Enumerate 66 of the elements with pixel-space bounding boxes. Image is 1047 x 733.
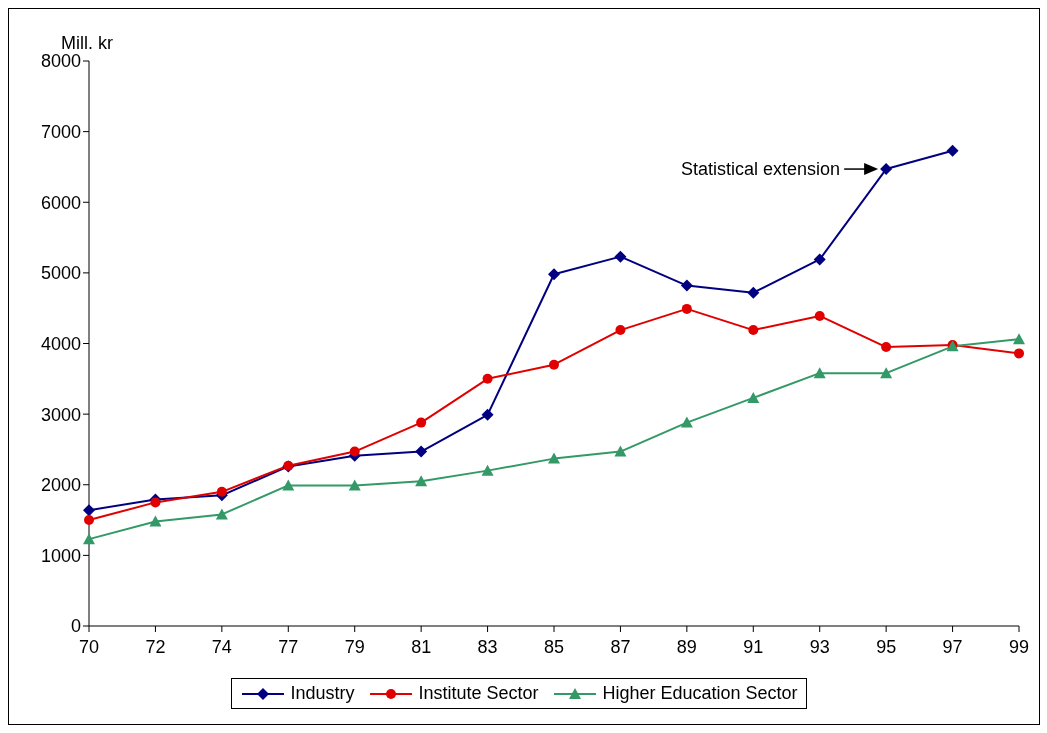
point	[149, 515, 162, 527]
point	[83, 504, 95, 517]
legend-label: Institute Sector	[418, 683, 539, 704]
point	[814, 310, 825, 321]
y-tick-label: 6000	[40, 192, 81, 213]
annotation: Statistical extension	[681, 159, 841, 180]
x-tick-label: 83	[477, 636, 498, 657]
point	[349, 446, 360, 457]
point	[614, 250, 627, 263]
point	[813, 367, 826, 379]
x-tick-label: 70	[78, 636, 100, 657]
point	[348, 479, 361, 491]
point	[415, 445, 428, 458]
point	[1013, 333, 1025, 345]
x-tick-label: 85	[543, 636, 565, 657]
y-axis-title: Mill. kr	[61, 33, 113, 54]
point	[680, 416, 693, 428]
x-tick-label: 99	[1008, 636, 1030, 657]
point	[548, 268, 560, 281]
point	[946, 144, 959, 157]
point	[549, 359, 559, 370]
point	[747, 286, 760, 299]
x-tick-label: 95	[876, 636, 897, 657]
x-tick-label: 74	[211, 636, 232, 657]
y-tick-label: 5000	[40, 263, 81, 284]
point	[482, 373, 493, 384]
x-tick-label: 77	[278, 636, 299, 657]
y-tick-label: 3000	[40, 404, 81, 425]
point	[748, 325, 759, 336]
point	[83, 533, 95, 545]
x-tick-label: 93	[809, 636, 830, 657]
point	[416, 417, 427, 428]
y-tick-label: 2000	[40, 475, 81, 496]
point	[216, 486, 227, 497]
point	[415, 475, 428, 487]
legend-label: Higher Education Sector	[602, 683, 798, 704]
x-tick-label: 89	[676, 636, 697, 657]
point	[481, 408, 494, 421]
point	[881, 342, 892, 353]
y-tick-label: 4000	[40, 333, 81, 354]
x-tick-label: 91	[743, 636, 764, 657]
x-tick-label: 81	[411, 636, 432, 657]
point	[681, 303, 692, 314]
point	[880, 163, 893, 176]
point	[150, 497, 161, 508]
point	[615, 325, 626, 336]
x-tick-label: 87	[610, 636, 631, 657]
point	[813, 253, 826, 266]
point	[548, 452, 560, 464]
x-tick-label: 97	[942, 636, 963, 657]
y-tick-label: 8000	[40, 51, 81, 72]
y-tick-label: 7000	[40, 122, 81, 143]
point	[680, 279, 693, 292]
point	[1014, 348, 1024, 359]
point	[282, 479, 295, 491]
point	[84, 515, 94, 526]
point	[215, 508, 228, 520]
point	[481, 464, 494, 476]
point	[614, 445, 627, 457]
point	[880, 367, 893, 379]
x-tick-label: 79	[344, 636, 365, 657]
y-tick-label: 1000	[40, 545, 81, 566]
legend-label: Industry	[290, 683, 355, 704]
point	[747, 391, 760, 403]
y-tick-label: 0	[70, 616, 81, 637]
x-tick-label: 72	[145, 636, 166, 657]
